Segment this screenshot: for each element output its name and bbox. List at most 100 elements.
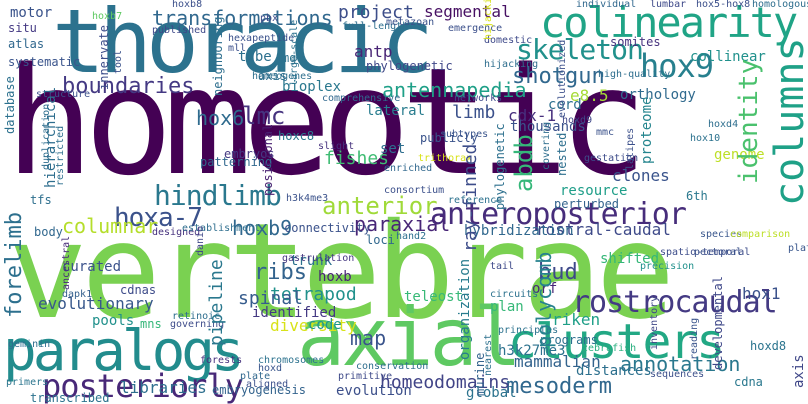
- cloud-word-gestation: enriched: [384, 163, 433, 174]
- cloud-word-project: project: [338, 2, 414, 23]
- cloud-word-motor: motor: [10, 5, 53, 21]
- cloud-word-forests: connectivity: [284, 221, 371, 235]
- cloud-word-libraries: libraries: [120, 378, 207, 397]
- cloud-word-gastrulation: circuits: [490, 289, 539, 300]
- cloud-word-subtypes: trithorax: [418, 153, 473, 164]
- cloud-word-proteome: proteome: [639, 96, 655, 164]
- cloud-word-primers: precision: [640, 261, 695, 272]
- cloud-word-lateral: lateral: [366, 103, 426, 119]
- cloud-word-trithorax: perturbed: [554, 197, 620, 211]
- cloud-word-tool: hijacking: [484, 59, 539, 70]
- cloud-word-hoxa-7: hoxa-7: [114, 203, 203, 233]
- cloud-word-rostrocaudal: rostrocaudal: [572, 285, 778, 320]
- cloud-word-ray-finned: ray-finned: [460, 143, 481, 252]
- cloud-word-hox6: hox6: [196, 106, 245, 130]
- cloud-word-e8-5: e8.5: [570, 86, 609, 105]
- cloud-word-evolution: evolution: [336, 383, 412, 399]
- cloud-word-hybridization: hybridization: [464, 223, 574, 239]
- cloud-word-murine: conservation: [356, 361, 429, 372]
- cloud-word-hoxb7: hijacking: [483, 0, 494, 40]
- cloud-word-high-quality: hexapeptide: [228, 33, 295, 44]
- cloud-word-posteriorly: posteriorly: [42, 367, 244, 404]
- cloud-word-distances: distances: [576, 363, 652, 379]
- cloud-word-hoxd: primers: [6, 377, 49, 388]
- cloud-word-forelimb: forelimb: [2, 212, 27, 318]
- cloud-word-hox9: hox9: [640, 47, 714, 85]
- cloud-word-inventory: reading: [689, 317, 700, 360]
- cloud-word-trunk: trunk: [290, 253, 333, 269]
- cloud-word-polycomb: polycomb: [532, 251, 556, 348]
- cloud-word-enriched: 6th: [686, 189, 708, 203]
- cloud-word-resource: resource: [560, 183, 628, 199]
- cloud-word-nested: nested: [555, 132, 569, 176]
- cloud-word-hoxc8: mgc: [282, 51, 304, 65]
- cloud-word-embryos: embryogenesis: [212, 383, 306, 397]
- cloud-word-aligned: hoxd: [258, 363, 283, 374]
- cloud-word-ancestral: cdnas: [120, 283, 157, 297]
- cloud-word-abdb: abdb: [510, 134, 538, 192]
- cloud-word-columns: columns: [767, 37, 808, 206]
- cloud-word-axial: axial: [297, 291, 522, 384]
- cloud-word-situ: atlas: [8, 37, 45, 51]
- cloud-word-collection: latipes: [625, 127, 636, 170]
- cloud-word-bioplex: bioplex: [282, 79, 342, 95]
- cloud-word-hoxb: hoxb: [318, 269, 352, 285]
- cloud-word-cdna: cdna: [734, 375, 763, 389]
- cloud-word-fishes: fishes: [324, 148, 390, 169]
- cloud-word-mll: homeogenes: [252, 71, 313, 82]
- cloud-word-transcribed: transcribed: [30, 391, 110, 404]
- cloud-word-restricted: structure: [36, 89, 91, 100]
- cloud-word-retinoic: nearest: [483, 333, 494, 376]
- cloud-word-species: tail: [490, 261, 515, 272]
- cloud-word-lmc: lmc: [242, 102, 286, 130]
- cloud-word-hierarchical: embryos: [224, 147, 275, 161]
- cloud-word-lumbar: full-length: [342, 21, 409, 32]
- cloud-word-principles: aligned: [246, 379, 289, 390]
- cloud-word-h3k4me3: danio: [195, 225, 206, 256]
- cloud-word-programs: programs: [540, 333, 598, 347]
- cloud-word-skeleton: skeleton: [516, 33, 644, 66]
- cloud-word-tfs: establishment: [182, 223, 261, 234]
- cloud-word-reference: tfs: [30, 193, 52, 207]
- cloud-word-chromosomes: ancestral: [61, 235, 72, 290]
- cloud-word-thoracic: thoracic: [52, 0, 434, 93]
- cloud-word-hoxd4: mmc: [596, 127, 615, 138]
- cloud-word-latipes: lumbar: [650, 0, 687, 10]
- cloud-word-individual: pbx: [260, 13, 279, 24]
- cloud-word-mesoderm: mesoderm: [506, 374, 612, 399]
- cloud-word-paralogs: paralogs: [3, 319, 245, 384]
- cloud-word-spatio-temporal: inventory: [649, 295, 660, 350]
- cloud-word-riken: riken: [552, 310, 601, 329]
- cloud-word-hand2: species: [700, 229, 743, 240]
- cloud-word-10th: governing: [170, 319, 225, 330]
- cloud-word-positional: hoxc8: [278, 129, 315, 143]
- cloud-word-atlas: systematic: [8, 55, 81, 69]
- cloud-word-pools: pools: [92, 313, 135, 329]
- cloud-word-hoxd9: hox10: [690, 133, 721, 144]
- cloud-word-loci: loci: [366, 233, 395, 247]
- cloud-word-consortium: h3k4me3: [286, 193, 329, 204]
- cloud-word-metazoan: hoxb7: [92, 11, 123, 22]
- cloud-word-reading: primitive: [338, 371, 393, 382]
- cloud-word-cdnas: situ: [8, 21, 37, 35]
- cloud-word-antp: antp: [354, 42, 393, 61]
- cloud-word-homeodomains: homeodomains: [380, 372, 511, 393]
- cloud-word-comprehensive: hoxd9: [562, 115, 593, 126]
- cloud-word-pectoral: individual: [576, 0, 637, 10]
- cloud-word-vertebrae: vertebrae: [8, 195, 675, 349]
- cloud-word-database: phylogenetic: [366, 59, 453, 73]
- cloud-word-plate: geminin: [8, 339, 51, 350]
- cloud-word-covering: subtypes: [440, 129, 489, 140]
- cloud-word-antennapedia: antennapedia: [382, 78, 527, 102]
- cloud-word-embryogenesis: positional: [261, 123, 275, 196]
- cloud-word-precision: platform: [788, 243, 808, 254]
- cloud-word-mns: mns: [140, 317, 162, 331]
- cloud-word-tail: dapk1: [62, 289, 93, 300]
- cloud-word-primitive: chromosomes: [258, 355, 325, 366]
- cloud-word-clones: clones: [612, 166, 670, 185]
- cloud-word-mmc: slight: [318, 141, 355, 152]
- cloud-word-structure: domestic: [484, 35, 533, 46]
- cloud-word-connectivity: innervate: [97, 24, 111, 90]
- cloud-word-oryzias: pectoral: [694, 247, 743, 258]
- cloud-word-hox5-hox8: metazoan: [386, 17, 435, 28]
